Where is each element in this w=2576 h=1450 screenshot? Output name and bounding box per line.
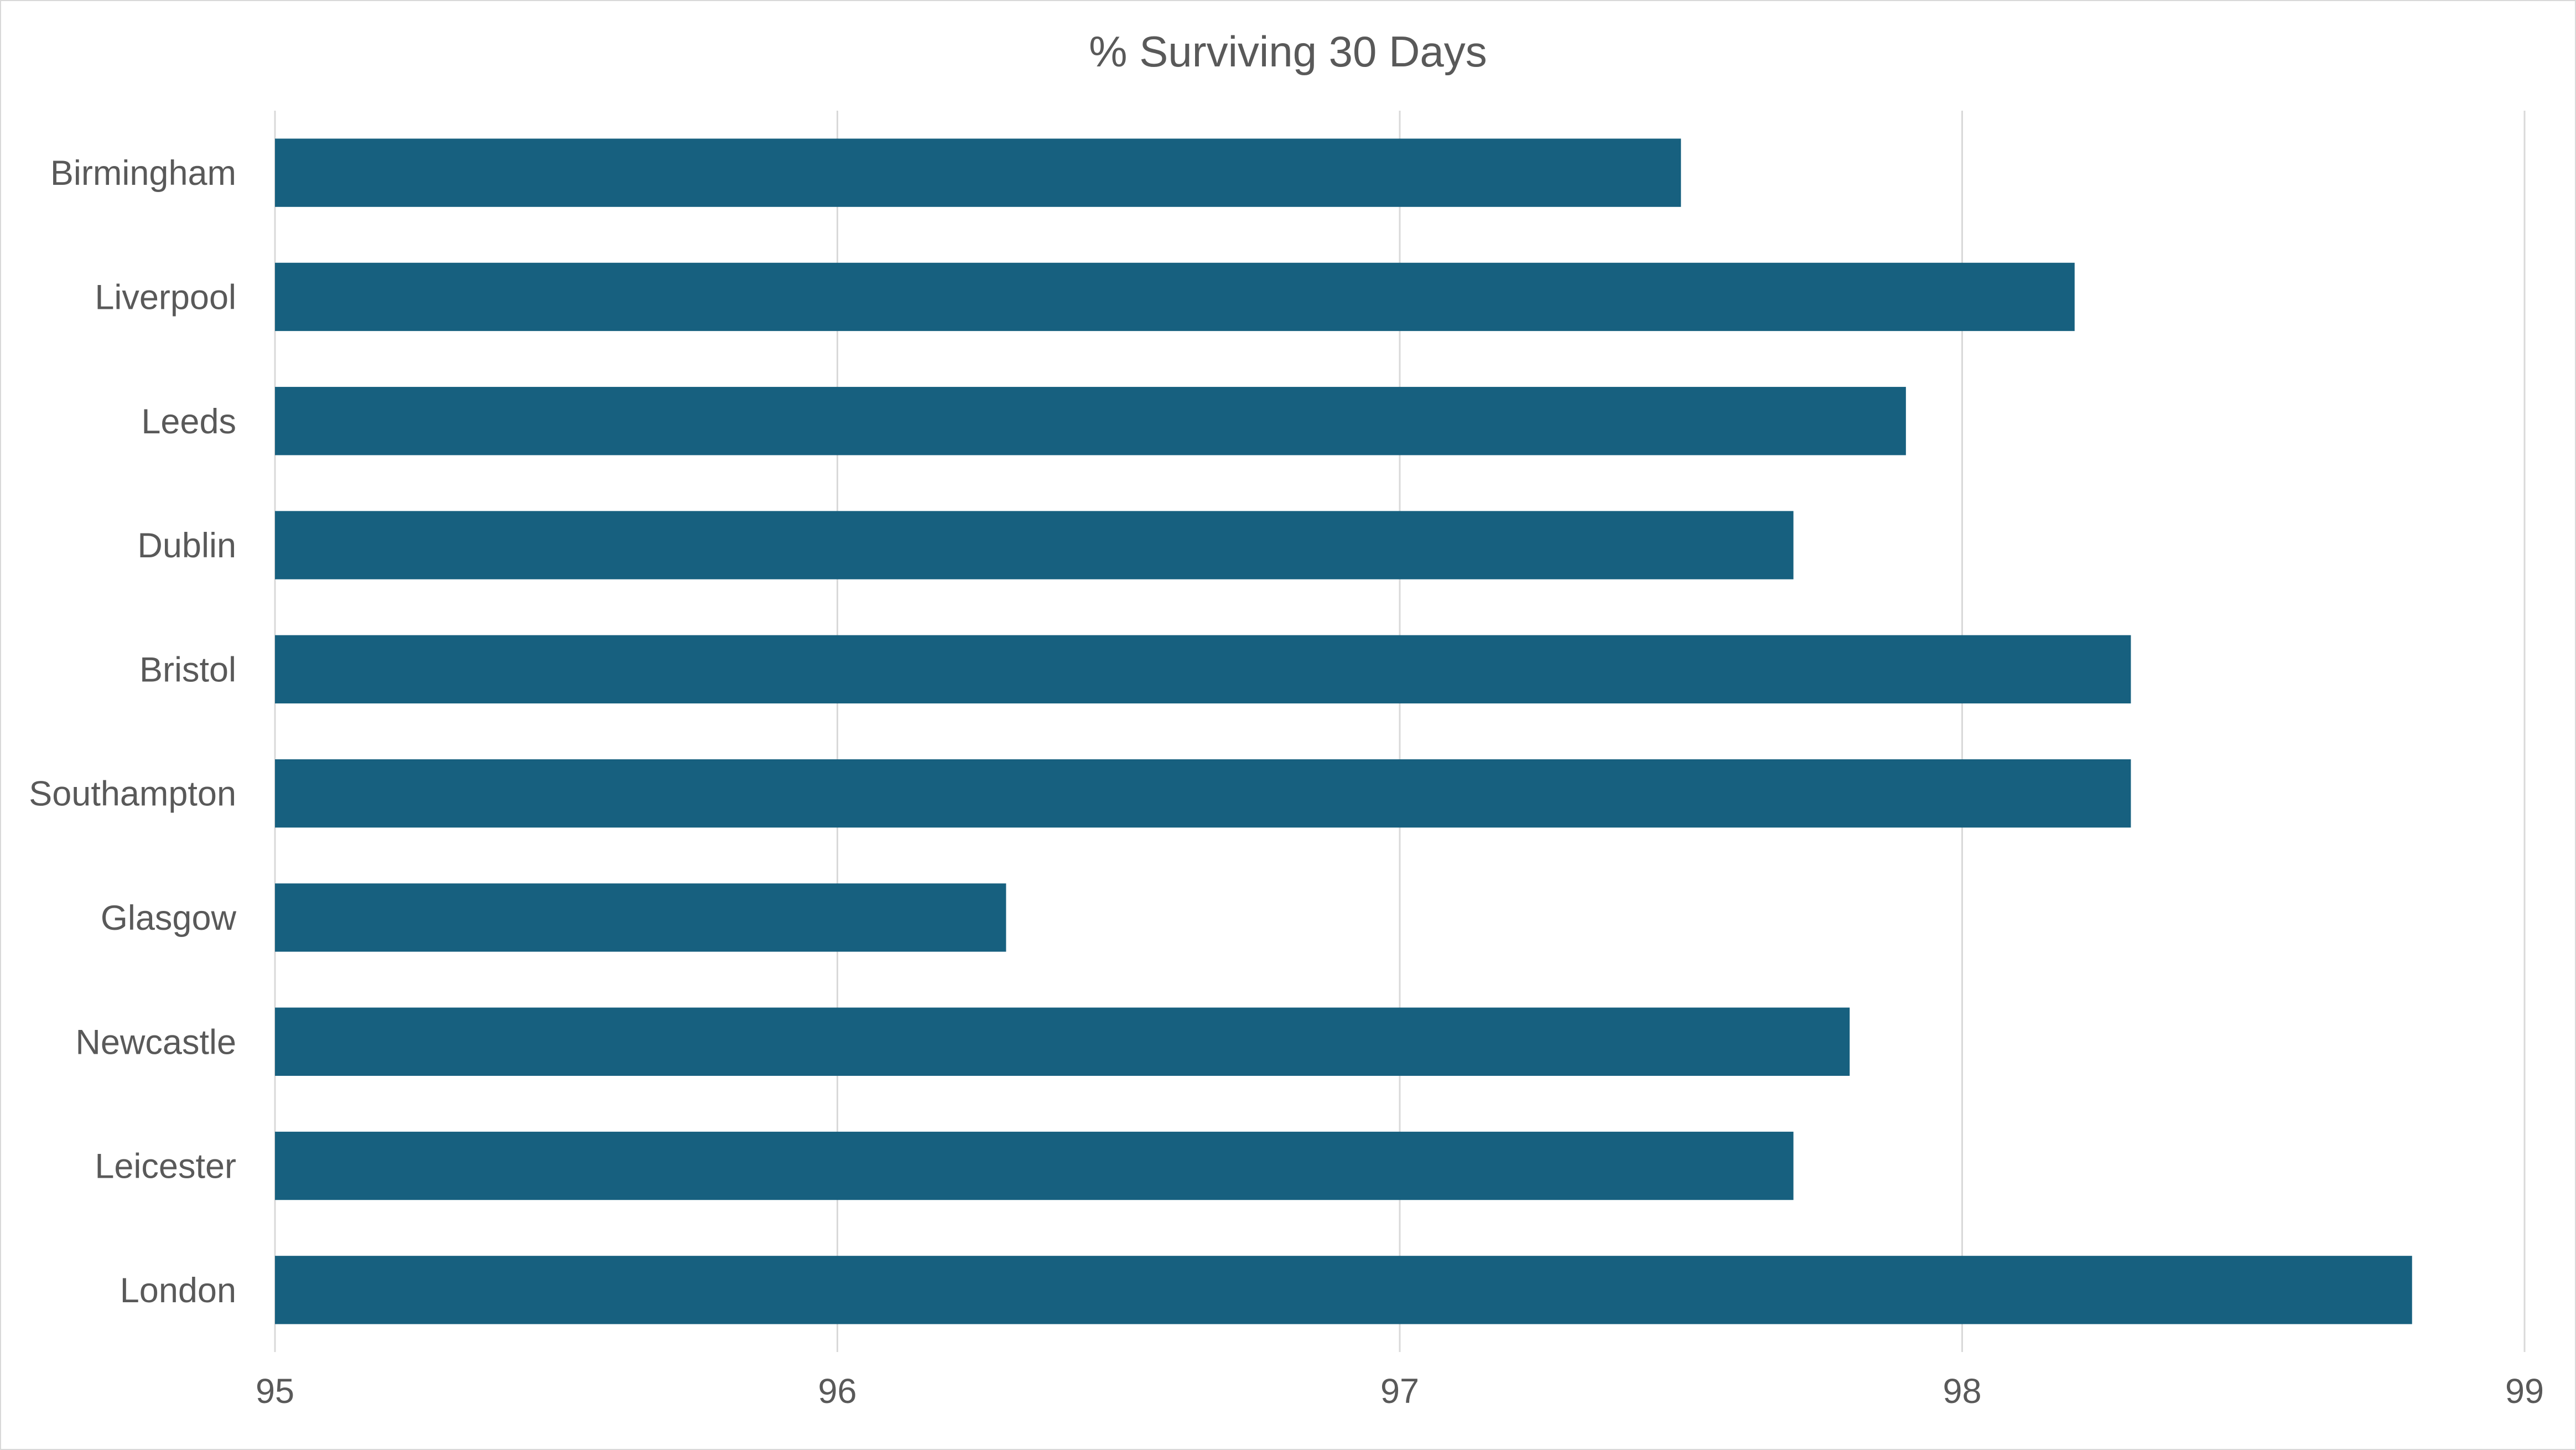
bar-birmingham (275, 138, 1681, 207)
category-label-leeds: Leeds (141, 402, 236, 441)
bar-bristol (275, 635, 2131, 704)
bar-southampton (275, 759, 2131, 828)
category-label-leicester: Leicester (95, 1147, 236, 1186)
x-axis-ticks: 95 96 97 98 99 (256, 1372, 2544, 1411)
category-label-bristol: Bristol (139, 650, 236, 689)
x-tick-label: 97 (1380, 1372, 1419, 1411)
bar-leicester (275, 1131, 1794, 1200)
chart-title: % Surviving 30 Days (1089, 27, 1487, 76)
bar-glasgow (275, 883, 1006, 952)
category-labels: Birmingham Liverpool Leeds Dublin Bristol Sou… (29, 154, 236, 1310)
bar-leeds (275, 387, 1906, 455)
category-label-glasgow: Glasgow (101, 899, 237, 938)
x-tick-label: 95 (256, 1372, 294, 1411)
x-tick-label: 98 (1943, 1372, 1981, 1411)
x-tick-label: 99 (2505, 1372, 2544, 1411)
bar-liverpool (275, 262, 2075, 332)
category-label-liverpool: Liverpool (95, 278, 236, 317)
category-label-newcastle: Newcastle (75, 1023, 236, 1061)
bar-newcastle (275, 1007, 1850, 1076)
bar-london (275, 1256, 2412, 1324)
category-label-birmingham: Birmingham (50, 154, 236, 193)
bar-dublin (275, 511, 1794, 579)
category-label-southampton: Southampton (29, 775, 236, 814)
bars (275, 138, 2412, 1324)
category-label-dublin: Dublin (137, 526, 236, 565)
category-label-london: London (120, 1271, 236, 1310)
x-tick-label: 96 (818, 1372, 856, 1411)
